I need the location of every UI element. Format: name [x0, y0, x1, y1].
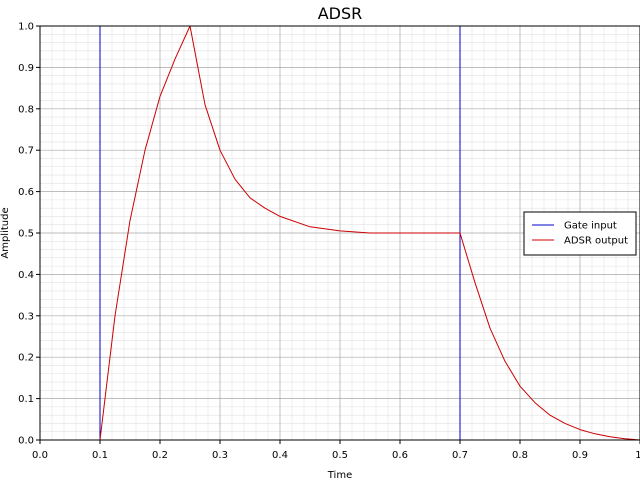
y-tick-label: 0.2 — [18, 353, 34, 364]
x-tick-label: 0.9 — [572, 450, 588, 461]
x-tick-label: 0.3 — [212, 450, 228, 461]
y-tick-label: 0.5 — [18, 229, 34, 240]
series-line-adsr-output — [40, 25, 640, 441]
legend: Gate input ADSR output — [523, 211, 637, 256]
y-tick-label: 0.9 — [18, 63, 34, 74]
plot-frame — [39, 25, 640, 441]
chart-title: ADSR — [318, 4, 363, 23]
x-axis-label: Time — [327, 470, 352, 480]
y-tick-label: 0.7 — [18, 146, 34, 157]
y-tick-label: 0.0 — [18, 436, 34, 447]
x-tick-label: 0.2 — [152, 450, 168, 461]
y-tick-label: 1.0 — [18, 22, 34, 33]
x-tick-label: 0.8 — [512, 450, 528, 461]
y-tick-label: 0.8 — [18, 104, 34, 115]
x-tick-label: 0.6 — [392, 450, 408, 461]
y-tick-label: 0.4 — [18, 270, 34, 281]
legend-label: ADSR output — [564, 236, 628, 247]
y-axis-ticks: 0.0 0.1 0.2 0.3 0.4 0.5 0.6 0.7 0.8 0.9 1.0 — [18, 22, 40, 447]
x-axis-ticks: 0.0 0.1 0.2 0.3 0.4 0.5 0.6 0.7 0.8 0.9 1. — [32, 440, 640, 461]
y-axis-label: Amplitude — [0, 207, 11, 258]
x-tick-label: 1. — [635, 450, 640, 461]
legend-label: Gate input — [564, 221, 617, 232]
y-tick-label: 0.3 — [18, 311, 34, 322]
y-tick-label: 0.1 — [18, 394, 34, 405]
x-tick-label: 0.0 — [32, 450, 48, 461]
x-tick-label: 0.4 — [272, 450, 288, 461]
y-tick-label: 0.6 — [18, 187, 34, 198]
x-tick-label: 0.1 — [92, 450, 108, 461]
x-tick-label: 0.7 — [452, 450, 468, 461]
x-tick-label: 0.5 — [332, 450, 348, 461]
legend-box — [523, 211, 637, 256]
